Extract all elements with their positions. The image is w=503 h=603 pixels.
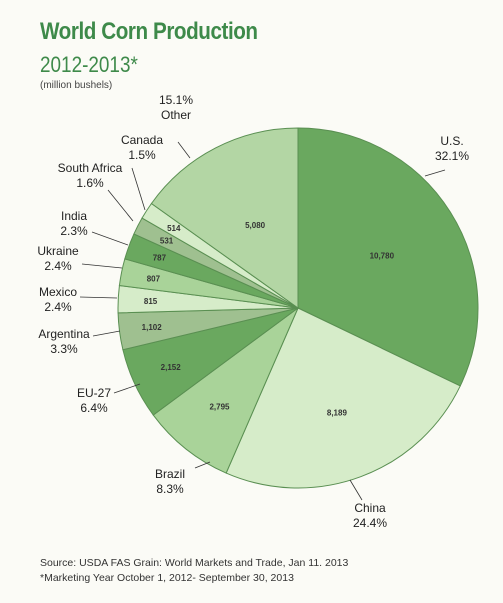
pie-slice-china: [225, 307, 461, 489]
slice-value-label: 787: [153, 253, 167, 262]
slice-name-label: Canada: [121, 133, 163, 147]
slice-percent-label: 1.5%: [128, 148, 156, 162]
leader-line: [177, 141, 191, 159]
slice-value-label: 2,152: [161, 363, 182, 372]
chart-footer: Source: USDA FAS Grain: World Markets an…: [40, 556, 348, 586]
slice-percent-label: 2.4%: [44, 259, 72, 273]
slice-value-label: 5,080: [245, 221, 266, 230]
slice-value-label: 1,102: [142, 323, 163, 332]
leader-line: [349, 479, 363, 501]
slice-name-label: China: [354, 501, 386, 515]
leader-line: [91, 231, 129, 246]
slice-name-label: Brazil: [155, 467, 185, 481]
slice-name-label: Other: [161, 108, 191, 122]
pie-slice-u-s: [297, 127, 479, 387]
pie-slice-other: [150, 127, 299, 309]
leader-line: [92, 330, 121, 337]
slice-name-label: Mexico: [39, 285, 77, 299]
leader-line: [113, 383, 141, 394]
leader-line: [131, 167, 146, 211]
slice-percent-label: 1.6%: [76, 176, 104, 190]
slice-value-label: 815: [144, 297, 158, 306]
slice-percent-label: 24.4%: [353, 516, 387, 530]
slice-percent-label: 2.3%: [60, 224, 88, 238]
slice-percent-label: 3.3%: [50, 342, 78, 356]
slice-name-label: U.S.: [440, 134, 463, 148]
slice-value-label: 2,795: [209, 403, 230, 412]
slice-value-label: 531: [160, 237, 174, 246]
slice-percent-label: 15.1%: [159, 93, 193, 107]
chart-units: (million bushels): [40, 80, 113, 91]
marketing-year-note: *Marketing Year October 1, 2012- Septemb…: [40, 572, 294, 584]
slice-name-label: Ukraine: [37, 244, 79, 258]
slice-name-label: EU-27: [77, 386, 111, 400]
leader-line: [81, 263, 123, 269]
leader-line: [424, 169, 446, 177]
chart-title: World Corn Production: [40, 18, 258, 45]
slice-percent-label: 8.3%: [156, 482, 184, 496]
slice-percent-label: 6.4%: [80, 401, 108, 415]
leader-line: [107, 189, 134, 222]
slice-name-label: India: [61, 209, 87, 223]
slice-percent-label: 2.4%: [44, 300, 72, 314]
slice-name-label: South Africa: [58, 161, 123, 175]
chart-subtitle: 2012-2013*: [40, 52, 138, 77]
leader-line: [79, 296, 118, 299]
slice-value-label: 10,780: [370, 251, 395, 260]
slice-percent-label: 32.1%: [435, 149, 469, 163]
leader-line: [194, 461, 211, 469]
source-note: Source: USDA FAS Grain: World Markets an…: [40, 557, 349, 569]
slice-value-label: 807: [147, 275, 161, 284]
slice-value-label: 8,189: [327, 409, 348, 418]
pie-slice-brazil: [152, 306, 300, 474]
slice-name-label: Argentina: [38, 327, 90, 341]
slice-value-label: 514: [167, 224, 181, 233]
